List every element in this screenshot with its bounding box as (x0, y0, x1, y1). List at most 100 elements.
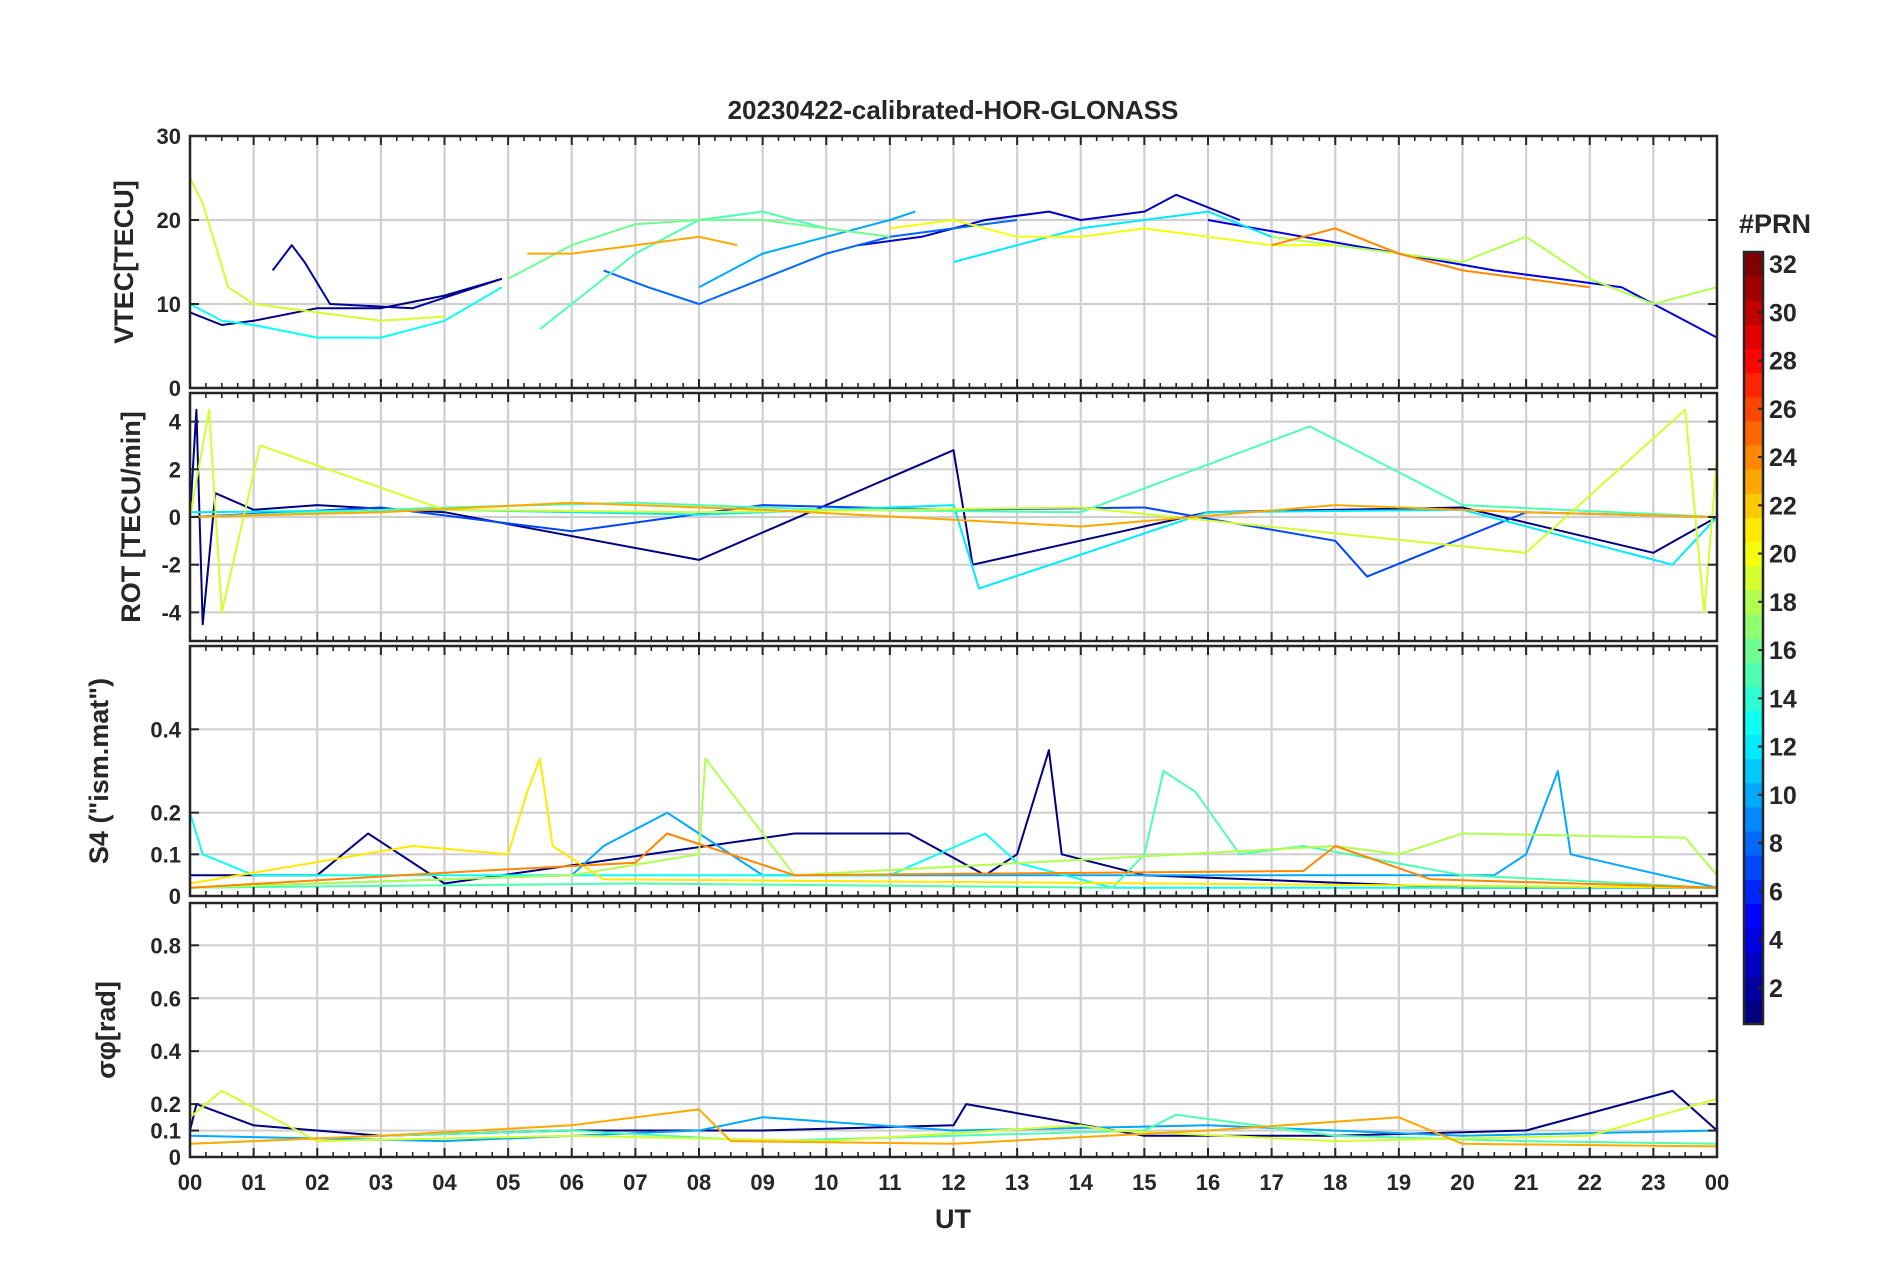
x-tick-label: 17 (1259, 1170, 1283, 1195)
x-tick-label: 07 (623, 1170, 647, 1195)
x-tick-label: 12 (941, 1170, 965, 1195)
x-tick-label: 01 (241, 1170, 265, 1195)
colorbar-tick-label: 6 (1769, 878, 1783, 906)
s4-ytick-label: 0.4 (150, 717, 181, 742)
colorbar-tick-label: 16 (1769, 637, 1797, 665)
panel-rot: -4 -2 0 2 4 ROT [TECU/min] (116, 391, 1719, 643)
x-tick-label: 04 (432, 1170, 457, 1195)
s4-ytick-label: 0.2 (150, 801, 181, 826)
vtec-series-prn-24 (1271, 227, 1590, 289)
colorbar-tick-label: 32 (1769, 251, 1797, 279)
colorbar-segment (1744, 493, 1763, 518)
sigma_phi-series-prn-10 (190, 1116, 1717, 1143)
vtec-series-prn-12 (953, 210, 1272, 263)
s4-series-prn-18 (190, 757, 1717, 889)
colorbar-segment (1744, 951, 1763, 977)
colorbar-segment (1744, 372, 1763, 398)
colorbar-tick-label: 12 (1769, 734, 1797, 762)
rot-ticks: -4 -2 0 2 4 (161, 393, 1718, 641)
colorbar-segment (1744, 855, 1763, 880)
colorbar-segment (1744, 469, 1763, 494)
vtec-series-prn-20 (889, 219, 1336, 247)
colorbar-segment (1744, 927, 1763, 953)
sigma_phi-ytick-label: 0.1 (150, 1119, 181, 1144)
colorbar-segment (1744, 710, 1763, 736)
x-axis-label: UT (935, 1204, 971, 1234)
colorbar-tick-label: 14 (1769, 685, 1797, 713)
rot-ytick-label: -2 (161, 553, 181, 578)
x-tick-label: 08 (687, 1170, 711, 1195)
colorbar-frame (1742, 250, 1765, 1026)
rot-series-prn-19 (190, 408, 1717, 614)
x-tick-label: 06 (560, 1170, 584, 1195)
colorbar-tick-label: 26 (1769, 396, 1797, 424)
x-tick-label: 02 (305, 1170, 329, 1195)
colorbar-tick-label: 18 (1769, 589, 1797, 617)
colorbar-segment (1744, 348, 1763, 374)
vtec-series-prn-10 (698, 210, 916, 289)
vtec-ticks: 0 10 20 30 (157, 124, 1718, 401)
colorbar-segment (1744, 541, 1763, 567)
x-tick-label: 15 (1132, 1170, 1156, 1195)
s4-series-prn-21 (190, 757, 1717, 889)
s4-ytick-label: 0.1 (150, 842, 181, 867)
colorbar-segment (1744, 758, 1763, 784)
colorbar-segment (1744, 517, 1763, 543)
colorbar-tick-label: 28 (1769, 348, 1797, 376)
x-tick-label: 22 (1578, 1170, 1602, 1195)
rot-ytick-label: 2 (169, 457, 181, 482)
vtec-series-prn-13 (190, 286, 503, 339)
rot-ylabel: ROT [TECU/min] (116, 411, 146, 622)
colorbar-segment (1744, 565, 1763, 591)
x-tick-label: 23 (1641, 1170, 1665, 1195)
colorbar-tick-label: 24 (1769, 444, 1797, 472)
colorbar-tick-label: 2 (1769, 975, 1783, 1003)
colorbar-segment (1744, 903, 1763, 929)
vtec-series-prn-19 (190, 177, 445, 322)
vtec-series-prn-16 (507, 219, 891, 280)
vtec-ytick-label: 20 (157, 208, 181, 233)
vtec-ylabel: VTEC[TECU] (109, 180, 139, 344)
colorbar-segment (1744, 999, 1763, 1025)
colorbar-segments (1744, 252, 1763, 1025)
colorbar-segment (1744, 975, 1763, 1001)
s4-series-prn-15 (190, 770, 1717, 889)
x-tick-label: 10 (814, 1170, 838, 1195)
sigma_phi-ytick-label: 0 (169, 1145, 181, 1170)
vtec-series-prn-1 (190, 277, 503, 326)
x-tick-label: 20 (1450, 1170, 1474, 1195)
vtec-series-prn-2 (271, 244, 503, 310)
colorbar-segment (1744, 276, 1763, 301)
colorbar-segment (1744, 396, 1763, 422)
colorbar-segment (1744, 638, 1763, 663)
vtec-series-prn-8 (603, 219, 1018, 305)
colorbar-segment (1744, 831, 1763, 856)
rot-ytick-label: 4 (169, 410, 182, 435)
s4-ytick-label: 0 (169, 884, 181, 909)
sigma_phi-ytick-label: 0.2 (150, 1092, 181, 1117)
panel-sigma-phi: 00.10.2 0.4 0.6 0.8 σφ[rad] (91, 901, 1719, 1170)
vtec-series-prn-23 (527, 235, 738, 255)
x-tick-label: 03 (369, 1170, 393, 1195)
vtec-ytick-label: 10 (157, 292, 181, 317)
vtec-ytick-label: 0 (169, 376, 181, 401)
x-tick-label: 16 (1196, 1170, 1220, 1195)
vtec-series-prn-3 (857, 193, 1241, 247)
colorbar-tick-label: 22 (1769, 492, 1797, 520)
sigma_phi-series (190, 1089, 1717, 1148)
x-tick-label: 14 (1069, 1170, 1094, 1195)
colorbar-segment (1744, 879, 1763, 904)
x-tick-label: 00 (178, 1170, 202, 1195)
colorbar-segment (1744, 300, 1763, 325)
s4-series (190, 749, 1717, 889)
x-tick-label: 19 (1387, 1170, 1411, 1195)
colorbar-segment (1744, 686, 1763, 711)
colorbar-tick-label: 20 (1769, 541, 1797, 569)
vtec-series-prn-18 (1271, 235, 1717, 305)
panel-s4: 0 0.1 0.2 0.4 S4 ("ism.mat") (84, 644, 1719, 909)
colorbar-label: #PRN (1739, 209, 1811, 239)
colorbar-segment (1744, 806, 1763, 832)
colorbar-segment (1744, 420, 1763, 446)
